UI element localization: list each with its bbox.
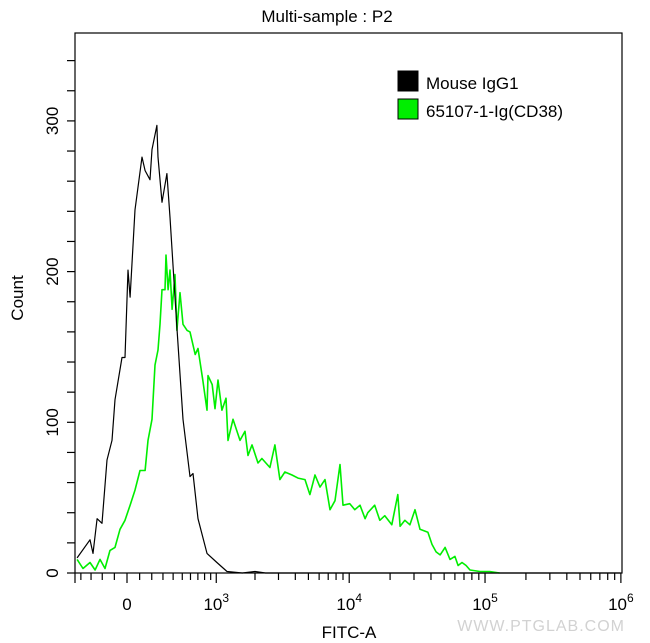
x-tick-label: 105: [472, 591, 498, 614]
legend-swatch-mouse-igg1: [397, 70, 419, 92]
series-group: [76, 124, 621, 574]
y-axis-label: Count: [8, 275, 27, 321]
x-axis-label: FITC-A: [322, 623, 377, 642]
legend-label-mouse-igg1: Mouse IgG1: [426, 74, 519, 93]
x-tick-label: 0: [122, 595, 131, 614]
y-tick-label: 300: [43, 107, 62, 135]
x-tick-label: 103: [203, 591, 229, 614]
y-tick-label: 0: [43, 568, 62, 577]
y-tick-label: 100: [43, 408, 62, 436]
legend-label-cd38: 65107-1-Ig(CD38): [426, 102, 563, 121]
chart-title: Multi-sample : P2: [261, 7, 392, 26]
x-tick-label: 104: [336, 591, 362, 614]
watermark: WWW.PTGLAB.COM: [457, 618, 625, 635]
legend-swatch-cd38: [397, 98, 419, 120]
series-line-mouse-igg1: [76, 124, 621, 574]
y-tick-label: 200: [43, 257, 62, 285]
axis-ticks: 0 100 200 300 0 103 104 105 106: [43, 60, 634, 614]
legend: Mouse IgG1 65107-1-Ig(CD38): [397, 70, 563, 121]
x-tick-label: 106: [608, 591, 634, 614]
series-line-cd38: [76, 254, 500, 574]
